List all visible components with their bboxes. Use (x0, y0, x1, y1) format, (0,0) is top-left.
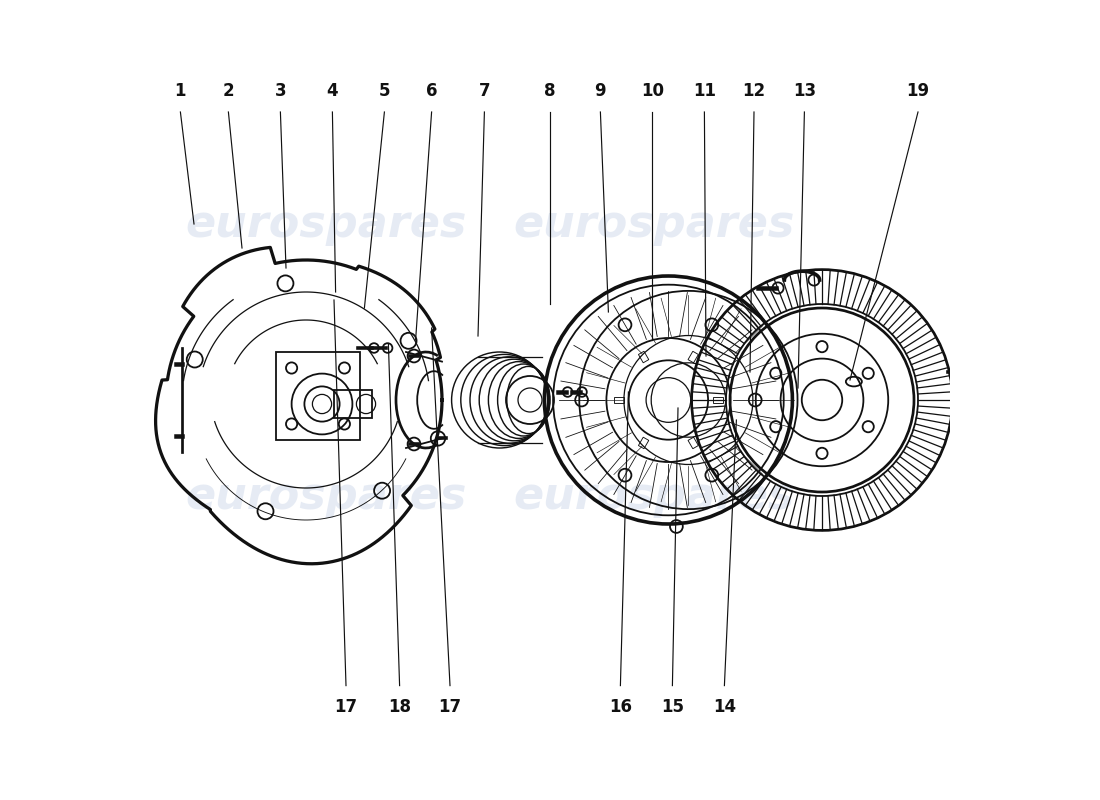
Text: 7: 7 (478, 82, 491, 100)
Text: 16: 16 (609, 698, 631, 715)
Text: 1: 1 (175, 82, 186, 100)
Text: 12: 12 (742, 82, 766, 100)
Text: 5: 5 (378, 82, 390, 100)
Bar (638, 437, 649, 449)
Bar (688, 437, 698, 449)
Text: 13: 13 (793, 82, 816, 100)
Text: 3: 3 (275, 82, 286, 100)
Text: 19: 19 (906, 82, 930, 100)
Text: 9: 9 (595, 82, 606, 100)
Text: eurospares: eurospares (185, 474, 466, 518)
Text: eurospares: eurospares (185, 202, 466, 246)
Text: 10: 10 (641, 82, 664, 100)
Bar (688, 351, 698, 363)
Text: eurospares: eurospares (514, 474, 794, 518)
Text: 4: 4 (327, 82, 338, 100)
Bar (638, 351, 649, 363)
Text: 8: 8 (544, 82, 556, 100)
Text: 15: 15 (661, 698, 684, 715)
Text: 17: 17 (439, 698, 462, 715)
Bar (713, 397, 723, 403)
Text: 17: 17 (334, 698, 358, 715)
Text: 11: 11 (693, 82, 716, 100)
Text: 2: 2 (222, 82, 234, 100)
Text: eurospares: eurospares (514, 202, 794, 246)
Bar (614, 397, 624, 403)
Text: 14: 14 (713, 698, 736, 715)
Text: 18: 18 (388, 698, 411, 715)
Text: 6: 6 (426, 82, 438, 100)
